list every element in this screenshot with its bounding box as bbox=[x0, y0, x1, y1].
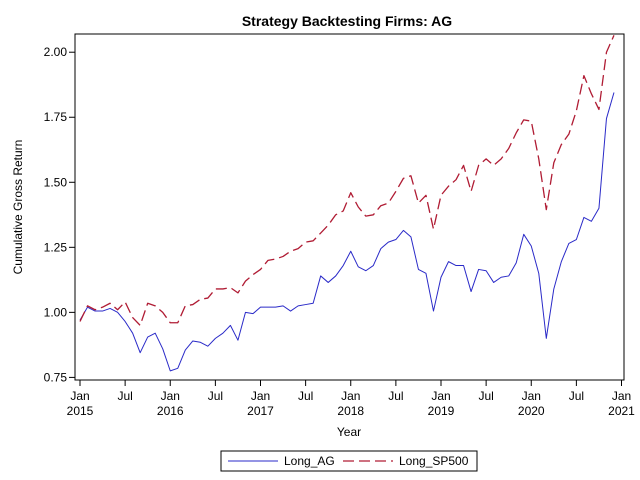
x-tick-month-label: Jan bbox=[522, 389, 541, 403]
x-tick-month-label: Jan bbox=[341, 389, 360, 403]
series-line-long-sp500 bbox=[79, 35, 615, 327]
x-tick-month-label: Jul bbox=[388, 389, 403, 403]
chart-title: Strategy Backtesting Firms: AG bbox=[242, 13, 452, 29]
y-tick-label: 1.75 bbox=[44, 110, 68, 124]
y-tick-label: 1.00 bbox=[44, 305, 68, 319]
x-tick-year-label: 2018 bbox=[337, 404, 364, 418]
x-tick-month-label: Jan bbox=[251, 389, 270, 403]
x-tick-month-label: Jul bbox=[117, 389, 132, 403]
x-tick-month-label: Jan bbox=[161, 389, 180, 403]
x-axis-label: Year bbox=[337, 425, 361, 439]
x-tick-year-label: 2017 bbox=[247, 404, 274, 418]
y-axis-label: Cumulative Gross Return bbox=[11, 140, 25, 275]
x-tick-month-label: Jan bbox=[431, 389, 450, 403]
series-layer bbox=[79, 35, 615, 372]
y-tick-label: 1.50 bbox=[44, 175, 68, 189]
x-tick-year-label: 2016 bbox=[157, 404, 184, 418]
y-tick-label: 1.25 bbox=[44, 240, 68, 254]
x-tick-month-label: Jul bbox=[298, 389, 313, 403]
series-line-long-ag bbox=[79, 92, 615, 372]
x-tick-month-label: Jan bbox=[612, 389, 631, 403]
x-tick-year-label: 2019 bbox=[428, 404, 455, 418]
y-axis: 0.75 1.00 1.25 1.50 1.75 2.00 bbox=[44, 45, 75, 384]
x-tick-month-label: Jan bbox=[70, 389, 89, 403]
legend-label-long-ag: Long_AG bbox=[284, 454, 335, 468]
x-tick-month-label: Jul bbox=[208, 389, 223, 403]
x-tick-year-label: 2020 bbox=[518, 404, 545, 418]
legend-label-long-sp500: Long_SP500 bbox=[399, 454, 469, 468]
x-tick-month-label: Jul bbox=[569, 389, 584, 403]
x-tick-month-label: Jul bbox=[478, 389, 493, 403]
y-tick-label: 0.75 bbox=[44, 370, 68, 384]
y-tick-label: 2.00 bbox=[44, 45, 68, 59]
plot-area-frame bbox=[74, 33, 625, 381]
x-tick-year-label: 2015 bbox=[67, 404, 94, 418]
x-tick-year-label: 2021 bbox=[608, 404, 635, 418]
legend: Long_AG Long_SP500 bbox=[220, 450, 478, 472]
